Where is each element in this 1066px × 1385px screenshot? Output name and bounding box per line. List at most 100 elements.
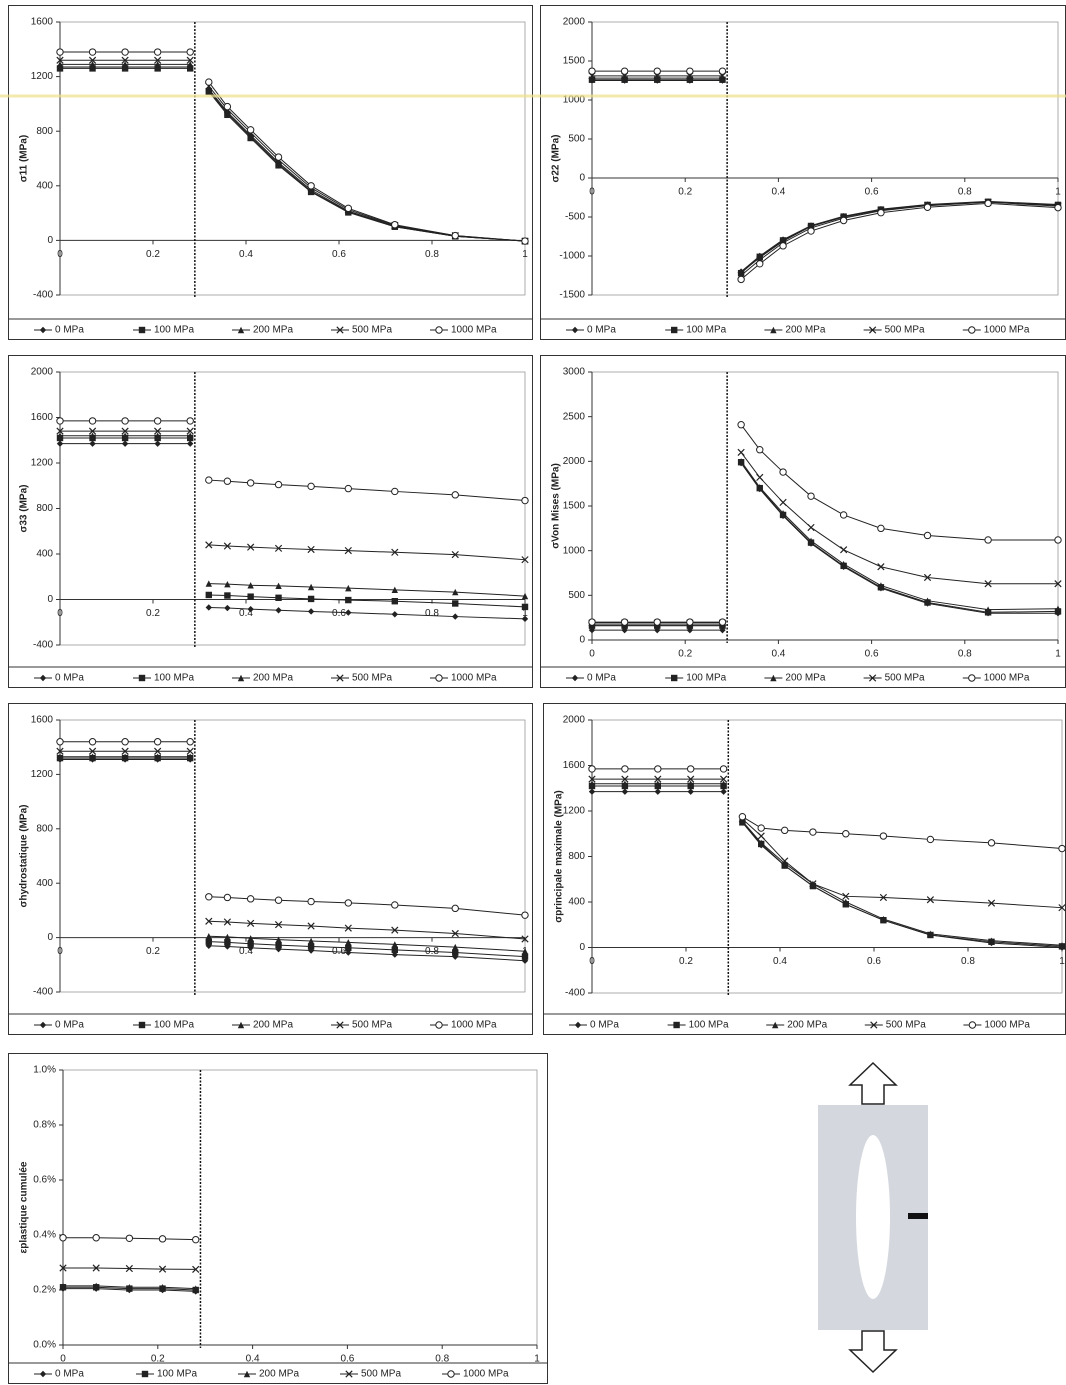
marker xyxy=(391,941,398,948)
y-tick-label: 800 xyxy=(568,851,585,862)
marker xyxy=(452,943,459,951)
x-tick-label: 0.6 xyxy=(865,649,879,660)
marker xyxy=(89,65,96,72)
series-line xyxy=(592,461,1059,627)
marker xyxy=(121,427,129,435)
series-line xyxy=(60,67,526,242)
marker xyxy=(92,1282,100,1290)
y-tick-label: 2000 xyxy=(563,456,586,467)
marker xyxy=(451,904,459,913)
marker xyxy=(654,765,662,773)
legend-marker xyxy=(571,674,579,682)
marker xyxy=(275,159,282,166)
marker xyxy=(687,765,695,773)
marker xyxy=(756,484,763,491)
marker xyxy=(719,775,728,783)
marker xyxy=(205,78,213,86)
marker xyxy=(247,935,254,942)
marker xyxy=(877,582,885,589)
marker xyxy=(186,738,194,746)
legend-label: 0 MPa xyxy=(55,325,84,336)
marker xyxy=(121,56,129,64)
marker xyxy=(247,582,254,589)
x-tick-label: 0.8 xyxy=(958,187,972,198)
legend-label: 0 MPa xyxy=(55,673,84,684)
x-tick-label: 0.6 xyxy=(340,1354,354,1365)
y-tick-label: 1000 xyxy=(563,95,586,106)
legend-label: 200 MPa xyxy=(785,325,825,336)
marker xyxy=(307,482,315,491)
marker xyxy=(126,1284,133,1291)
x-tick-label: 0 xyxy=(589,187,595,198)
y-tick-label: 0 xyxy=(47,594,53,605)
plot-area xyxy=(591,21,1059,296)
marker xyxy=(877,524,885,533)
series-line xyxy=(592,768,1063,850)
marker xyxy=(344,204,352,213)
y-tick-label: 0.6% xyxy=(33,1175,56,1186)
marker xyxy=(274,544,283,552)
x-tick-label: 0.6 xyxy=(867,956,881,967)
series-line xyxy=(60,435,526,597)
legend-label: 200 MPa xyxy=(785,673,825,684)
marker xyxy=(344,924,352,932)
y-tick-label: 1200 xyxy=(31,71,54,82)
y-tick-label: 2000 xyxy=(563,715,586,726)
x-tick-label: 0.2 xyxy=(146,249,160,260)
marker xyxy=(56,738,64,746)
marker xyxy=(153,738,162,746)
marker xyxy=(307,937,315,945)
marker xyxy=(779,498,787,507)
marker xyxy=(121,738,129,746)
series-line xyxy=(60,51,526,242)
marker xyxy=(588,765,596,773)
y-tick-label: -400 xyxy=(33,987,53,998)
series-line xyxy=(592,77,1059,273)
legend-marker xyxy=(138,326,146,334)
hole xyxy=(856,1135,890,1299)
legend-marker xyxy=(39,1370,47,1378)
marker xyxy=(56,56,64,64)
marker xyxy=(720,780,727,787)
series-line xyxy=(60,741,526,916)
marker xyxy=(89,753,96,760)
x-tick-label: 1 xyxy=(522,608,528,619)
marker xyxy=(391,221,399,229)
legend-marker xyxy=(336,326,344,334)
marker xyxy=(307,583,315,591)
marker xyxy=(842,892,850,900)
y-tick-label: 0.0% xyxy=(33,1340,56,1351)
y-tick-label: 0 xyxy=(579,635,585,646)
y-axis-label: σhydrostatique (MPa) xyxy=(19,805,30,908)
legend-label: 1000 MPa xyxy=(451,325,497,336)
series-line xyxy=(592,80,1059,272)
y-axis-label: σVon Mises (MPa) xyxy=(551,463,562,549)
legend-marker xyxy=(868,326,877,334)
legend-marker xyxy=(138,1021,146,1029)
marker xyxy=(451,231,459,240)
marker xyxy=(186,56,194,64)
marker xyxy=(56,440,64,447)
y-tick-label: 1600 xyxy=(31,412,54,423)
marker xyxy=(205,541,213,549)
marker xyxy=(205,476,213,484)
y-tick-label: 1000 xyxy=(563,545,586,556)
x-tick-label: 0 xyxy=(57,608,63,619)
plot-area xyxy=(591,719,1063,994)
x-tick-label: 0.8 xyxy=(958,649,972,660)
y-tick-label: 500 xyxy=(568,134,585,145)
panel-frame xyxy=(8,355,533,688)
marker xyxy=(223,893,232,902)
x-tick-label: 0 xyxy=(589,956,595,967)
y-tick-label: -500 xyxy=(565,212,585,223)
panel-frame xyxy=(540,5,1066,340)
marker xyxy=(224,933,231,941)
marker xyxy=(521,237,529,245)
marker xyxy=(205,85,212,93)
marker xyxy=(521,935,529,943)
marker xyxy=(307,922,315,930)
series-line xyxy=(60,756,526,952)
series-line xyxy=(60,420,526,502)
legend-marker xyxy=(345,1370,353,1378)
